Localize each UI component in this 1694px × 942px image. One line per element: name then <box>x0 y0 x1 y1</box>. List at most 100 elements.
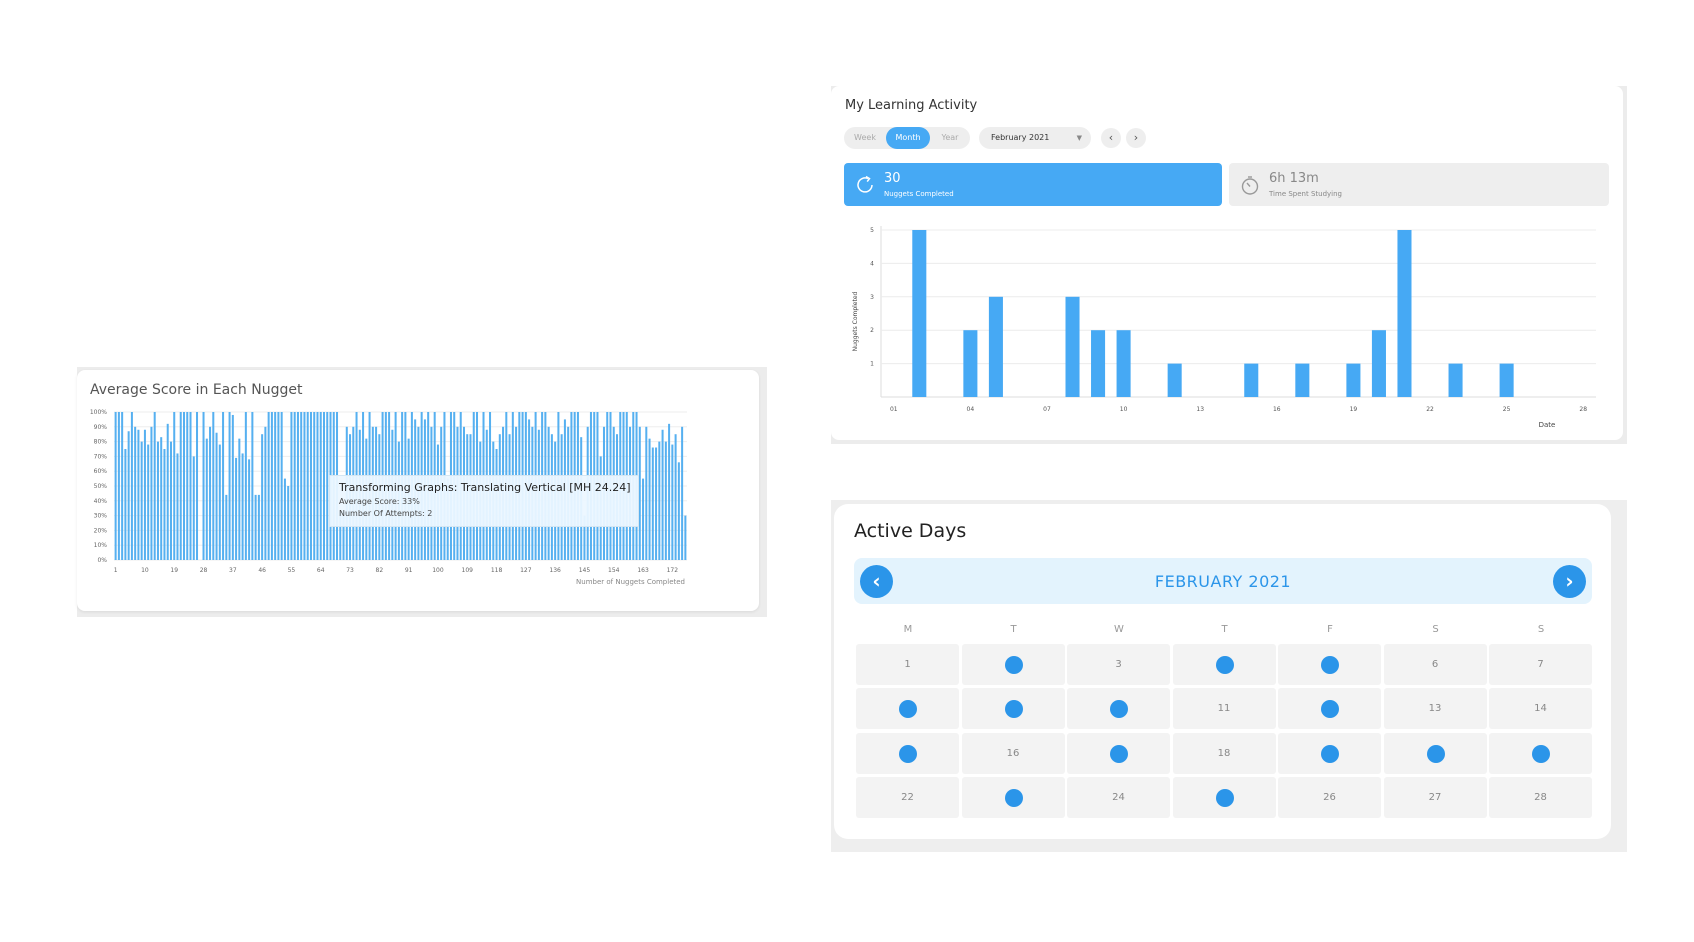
calendar-day-19[interactable] <box>1278 732 1381 774</box>
score-bar[interactable] <box>303 412 306 560</box>
score-bar[interactable] <box>127 431 130 560</box>
score-bar[interactable] <box>306 412 309 560</box>
score-bar[interactable] <box>212 412 215 560</box>
score-bar[interactable] <box>248 459 251 560</box>
activity-bar[interactable] <box>1397 230 1412 397</box>
score-bar[interactable] <box>251 412 254 560</box>
calendar-day-27[interactable]: 27 <box>1383 776 1487 818</box>
activity-bar[interactable] <box>1091 330 1106 397</box>
score-bar[interactable] <box>238 438 241 560</box>
calendar-day-4[interactable] <box>1172 644 1276 685</box>
activity-bar[interactable] <box>1371 330 1386 397</box>
score-bar[interactable] <box>290 412 293 560</box>
activity-bar[interactable] <box>1065 296 1080 397</box>
score-bar[interactable] <box>173 412 176 560</box>
score-bar[interactable] <box>215 432 218 560</box>
period-month-button[interactable]: Month <box>886 127 930 149</box>
calendar-day-7[interactable]: 7 <box>1489 644 1592 685</box>
calendar-day-22[interactable]: 22 <box>856 776 959 818</box>
score-bar[interactable] <box>642 478 645 560</box>
calendar-day-13[interactable]: 13 <box>1383 688 1487 730</box>
score-bar[interactable] <box>326 412 329 560</box>
calendar-day-15[interactable] <box>856 732 959 774</box>
activity-bar[interactable] <box>1167 363 1182 397</box>
score-bar[interactable] <box>218 444 221 560</box>
score-bar[interactable] <box>309 412 312 560</box>
calendar-next-button[interactable]: › <box>1553 565 1586 598</box>
score-bar[interactable] <box>192 456 195 560</box>
calendar-day-25[interactable] <box>1172 776 1276 818</box>
calendar-day-9[interactable] <box>961 688 1065 730</box>
score-bar[interactable] <box>264 426 267 560</box>
calendar-day-12[interactable] <box>1278 688 1381 730</box>
score-bar[interactable] <box>651 447 654 560</box>
score-bar[interactable] <box>202 412 205 560</box>
score-bar[interactable] <box>668 423 671 560</box>
score-bar[interactable] <box>267 412 270 560</box>
score-bar[interactable] <box>316 412 319 560</box>
score-bar[interactable] <box>235 457 238 560</box>
score-bar[interactable] <box>231 414 234 560</box>
score-bar[interactable] <box>293 412 296 560</box>
score-bar[interactable] <box>166 423 169 560</box>
score-bar[interactable] <box>280 412 283 560</box>
score-bar[interactable] <box>674 434 677 560</box>
activity-bar[interactable] <box>1346 363 1361 397</box>
score-bar[interactable] <box>205 438 208 560</box>
score-bar[interactable] <box>583 515 586 560</box>
activity-bar[interactable] <box>1295 363 1310 397</box>
next-month-button[interactable]: › <box>1126 128 1146 148</box>
score-bar[interactable] <box>322 412 326 560</box>
score-bar[interactable] <box>222 412 225 560</box>
calendar-day-24[interactable]: 24 <box>1067 776 1170 818</box>
score-bar[interactable] <box>342 511 345 560</box>
score-bar[interactable] <box>121 412 124 560</box>
activity-bar[interactable] <box>1499 363 1514 397</box>
score-bar[interactable] <box>684 515 687 560</box>
calendar-day-11[interactable]: 11 <box>1172 688 1276 730</box>
score-bar[interactable] <box>134 426 137 560</box>
score-bar[interactable] <box>150 426 153 560</box>
calendar-day-5[interactable] <box>1278 644 1381 685</box>
score-bar[interactable] <box>225 494 228 560</box>
period-year-button[interactable]: Year <box>941 133 959 142</box>
score-bar[interactable] <box>156 441 159 560</box>
score-bar[interactable] <box>179 412 182 560</box>
score-bar[interactable] <box>117 412 120 560</box>
score-bar[interactable] <box>114 412 117 560</box>
score-bar[interactable] <box>143 429 146 560</box>
score-bar[interactable] <box>244 412 247 560</box>
calendar-day-28[interactable]: 28 <box>1489 776 1592 818</box>
previous-month-button[interactable]: ‹ <box>1101 128 1121 148</box>
score-bar[interactable] <box>209 426 212 560</box>
calendar-day-23[interactable] <box>961 776 1065 818</box>
score-bar[interactable] <box>160 437 163 560</box>
activity-bar[interactable] <box>1244 363 1259 397</box>
score-bar[interactable] <box>182 412 186 560</box>
score-bar[interactable] <box>274 412 277 560</box>
score-bar[interactable] <box>658 441 661 560</box>
score-bar[interactable] <box>196 412 199 560</box>
activity-bar[interactable] <box>1116 330 1131 397</box>
score-bar[interactable] <box>153 412 156 560</box>
score-bar[interactable] <box>137 429 140 560</box>
activity-bar[interactable] <box>963 330 978 397</box>
calendar-day-2[interactable] <box>961 644 1065 685</box>
score-bar[interactable] <box>254 494 257 560</box>
score-bar[interactable] <box>671 444 674 560</box>
score-bar[interactable] <box>645 426 648 560</box>
calendar-day-1[interactable]: 1 <box>856 644 959 685</box>
score-bar[interactable] <box>257 494 260 560</box>
score-bar[interactable] <box>319 412 322 560</box>
score-bar[interactable] <box>130 412 133 560</box>
score-bar[interactable] <box>661 429 664 560</box>
score-bar[interactable] <box>296 412 299 560</box>
score-bar[interactable] <box>261 434 264 560</box>
score-bar[interactable] <box>186 412 189 560</box>
score-bar[interactable] <box>287 486 290 560</box>
score-bar[interactable] <box>655 447 658 560</box>
score-bar[interactable] <box>147 444 150 560</box>
calendar-day-14[interactable]: 14 <box>1489 688 1592 730</box>
score-bar[interactable] <box>300 412 303 560</box>
score-bar[interactable] <box>163 449 166 560</box>
